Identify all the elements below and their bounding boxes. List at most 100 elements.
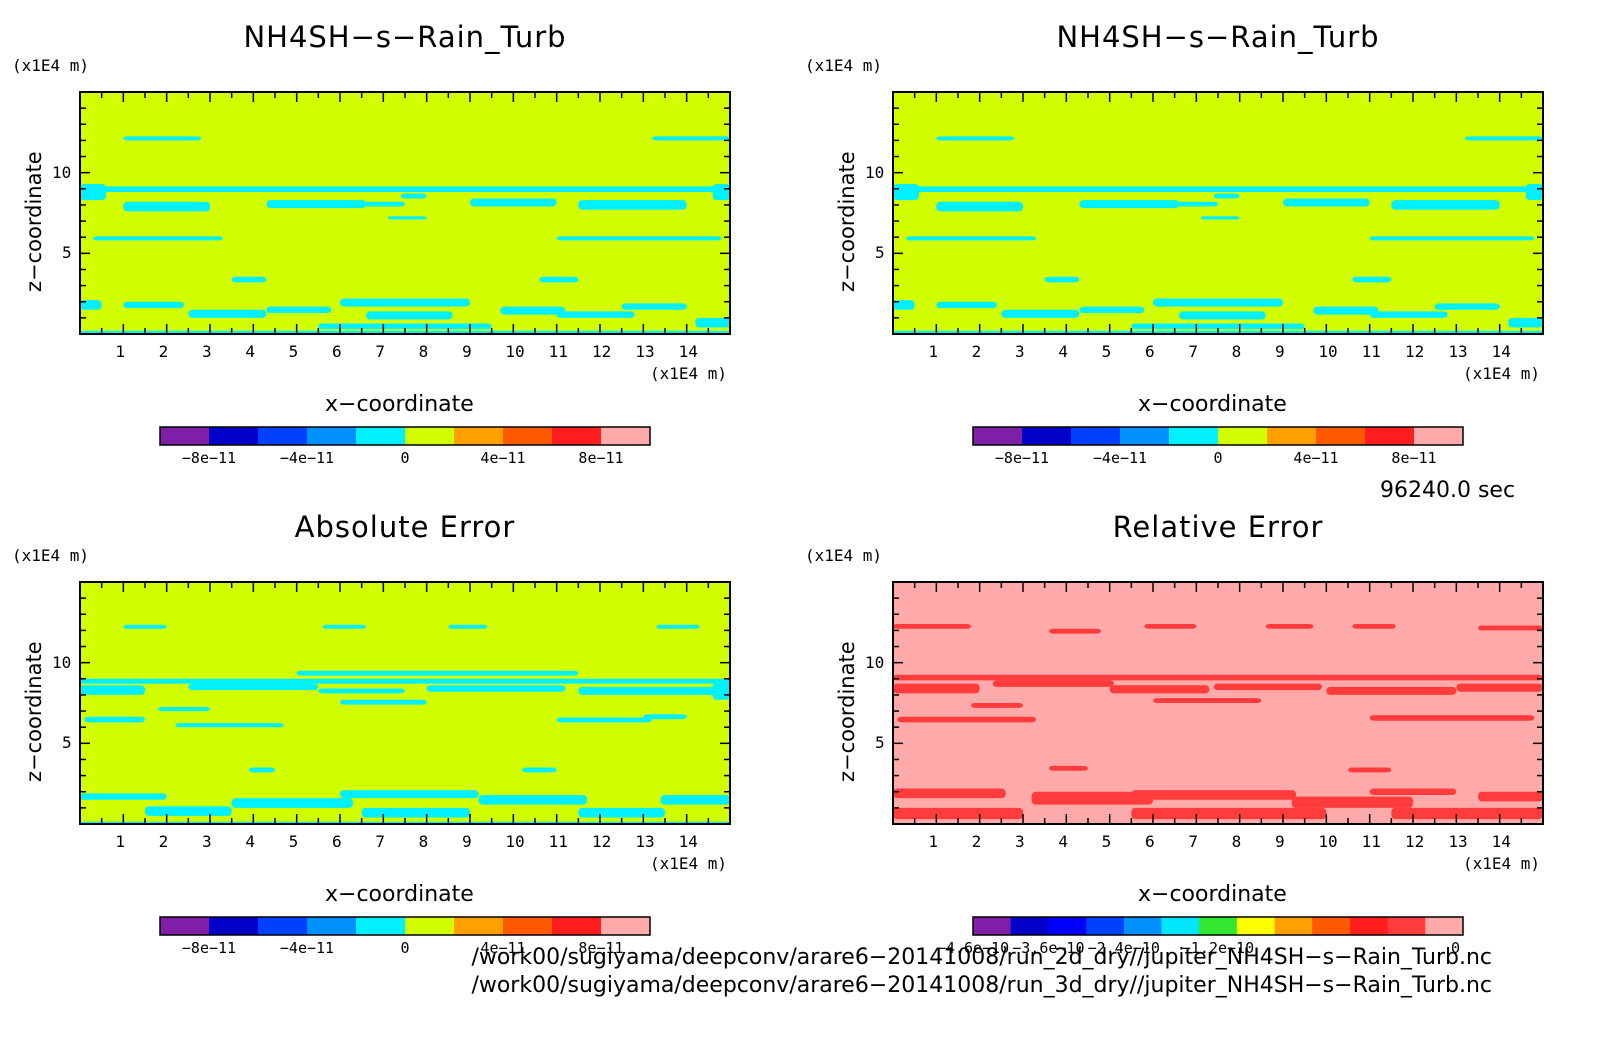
contour-region-4-15: [897, 716, 1036, 723]
colorbar-tick-label: −8e−11: [994, 449, 1050, 467]
contour-region-2-21: [1153, 298, 1283, 307]
contour-region-4-24: [1131, 807, 1327, 820]
x-tick-label: 8: [1231, 832, 1242, 851]
contour-region-1-12: [400, 193, 427, 199]
colorbar-segment: [1349, 917, 1389, 935]
x-tick-label: 1: [115, 832, 125, 851]
x-tick-label: 11: [548, 342, 568, 361]
x-unit-label: (x1E4 m): [1463, 854, 1541, 873]
z-axis-title: z−coordinate: [22, 151, 46, 292]
contour-region-2-13: [906, 236, 1036, 241]
x-tick-label: 5: [288, 832, 299, 851]
z-tick-label: 10: [865, 652, 885, 672]
colorbar-segment: [1086, 917, 1125, 935]
panel-title-1: NH4SH−s−Rain_Turb: [243, 20, 567, 54]
contour-region-3-23: [231, 798, 353, 808]
contour-region-4-16: [1369, 715, 1535, 721]
x-tick-label: 9: [462, 342, 472, 361]
contour-region-2-27: [1508, 317, 1543, 328]
colorbar-segment: [1312, 917, 1351, 935]
contour-region-2-10: [1391, 200, 1500, 210]
contour-region-3-11: [578, 686, 730, 695]
footer-path-2: /work00/sugiyama/deepconv/arare6−2014100…: [471, 973, 1492, 998]
contour-region-1-4: [80, 183, 106, 201]
contour-region-1-20: [266, 306, 332, 314]
colorbar-frame-3: [159, 916, 651, 936]
contour-region-2-15: [1044, 276, 1080, 283]
z-axis-title: z−coordinate: [835, 641, 859, 782]
contour-region-3-26: [478, 794, 587, 805]
x-tick-label: 14: [1491, 832, 1511, 851]
contour-region-1-17: [80, 300, 102, 310]
contour-region-1-3: [80, 186, 730, 193]
x-tick-label: 2: [971, 342, 982, 361]
colorbar-segment: [1236, 917, 1276, 935]
contour-region-1-24: [500, 306, 566, 315]
x-tick-label: 2: [158, 832, 169, 851]
contour-region-3-13: [340, 699, 427, 705]
contour-region-1-26: [621, 303, 687, 310]
contour-region-4-28: [1478, 791, 1543, 802]
colorbar-segment: [552, 427, 602, 445]
colorbar-segment: [1218, 427, 1268, 445]
contour-region-1-11: [387, 216, 427, 220]
field-background-1: [80, 92, 730, 334]
contour-region-1-25: [556, 311, 635, 318]
contour-region-1-19: [188, 309, 267, 318]
z-tick-label: 10: [865, 162, 885, 182]
contour-region-4-1: [893, 623, 971, 629]
footer-path-1: /work00/sugiyama/deepconv/arare6−2014100…: [471, 945, 1492, 970]
contour-region-1-13: [93, 236, 223, 241]
colorbar-segment: [973, 917, 1012, 935]
contour-region-3-28: [660, 794, 730, 805]
x-tick-label: 6: [1145, 832, 1155, 851]
contour-region-2-2: [1465, 136, 1543, 141]
x-tick-label: 8: [418, 342, 429, 361]
colorbar-tick-label: 4e−11: [480, 939, 526, 957]
colorbar-frame-1: [159, 426, 651, 446]
x-tick-label: 8: [418, 832, 429, 851]
contour-region-3-5: [296, 670, 579, 676]
contour-region-2-11: [1200, 216, 1240, 220]
colorbar-segment: [160, 917, 210, 935]
x-tick-label: 3: [202, 342, 212, 361]
colorbar-tick-label: −2.4e−10: [1087, 939, 1160, 957]
contour-region-4-4: [1265, 623, 1314, 629]
panel-title-4: Relative Error: [1112, 510, 1324, 544]
x-tick-label: 14: [678, 342, 698, 361]
x-tick-label: 4: [1058, 342, 1068, 361]
z-tick-label: 5: [62, 733, 72, 753]
contour-region-3-20: [522, 767, 557, 773]
contour-region-3-14: [158, 707, 210, 712]
colorbar-tick-label: 0: [1213, 449, 1223, 467]
colorbar-tick-label: −8e−11: [181, 449, 237, 467]
contour-region-2-19: [1001, 309, 1080, 318]
contour-region-4-7: [893, 674, 1543, 681]
x-tick-label: 4: [1058, 832, 1068, 851]
x-unit-label: (x1E4 m): [1463, 364, 1541, 383]
contour-region-3-17: [556, 717, 652, 723]
colorbar-segment: [307, 427, 357, 445]
contour-region-4-2: [1049, 628, 1101, 634]
contour-region-1-7: [266, 200, 366, 209]
colorbar-tick-label: −4e−11: [1092, 449, 1148, 467]
colorbar-tick-label: −3.6e−10: [1012, 939, 1085, 957]
contour-region-3-4: [656, 624, 700, 629]
colorbar-segment: [307, 917, 357, 935]
contour-region-1-6: [123, 201, 210, 212]
contour-region-3-27: [578, 807, 665, 818]
contour-region-1-16: [539, 276, 579, 283]
x-tick-label: 9: [1275, 342, 1285, 361]
contour-region-3-3: [448, 624, 488, 629]
z-unit-label: (x1E4 m): [805, 546, 883, 565]
contour-region-4-12: [1326, 686, 1457, 695]
x-tick-label: 7: [1188, 832, 1198, 851]
colorbar-segment: [258, 427, 308, 445]
x-tick-label: 14: [678, 832, 698, 851]
contour-region-3-16: [175, 723, 284, 728]
colorbar-segment: [1161, 917, 1200, 935]
x-axis-title: x−coordinate: [1138, 882, 1287, 907]
panel-title-2: NH4SH−s−Rain_Turb: [1056, 20, 1380, 54]
contour-region-4-14: [1153, 698, 1262, 703]
colorbar-segment: [1365, 427, 1415, 445]
